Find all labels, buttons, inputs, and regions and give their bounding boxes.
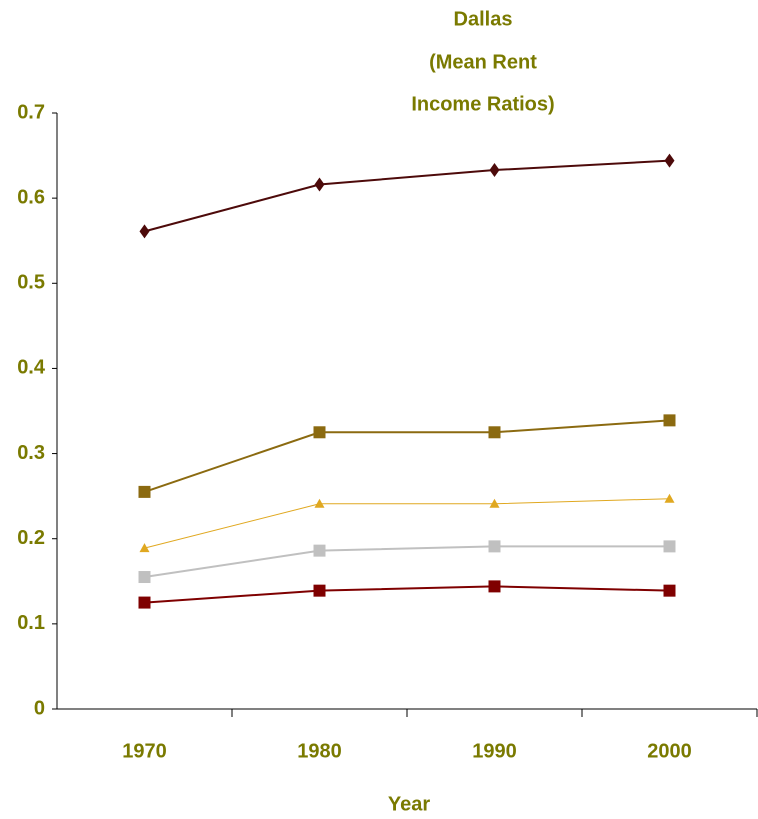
x-tick-label: 2000 (647, 740, 692, 762)
marker (489, 498, 500, 508)
marker (313, 426, 326, 439)
series-line (144, 585, 670, 604)
series-line (144, 498, 670, 549)
marker (313, 544, 326, 557)
series-line (144, 545, 670, 579)
chart-title: Income Ratios) (411, 93, 554, 115)
series-line (144, 419, 670, 493)
y-tick-label: 0 (34, 697, 45, 719)
marker (488, 426, 501, 439)
x-tick-label: 1980 (297, 740, 342, 762)
x-axis-label: Year (388, 793, 430, 815)
y-tick-label: 0.6 (17, 186, 45, 208)
marker (314, 177, 325, 192)
marker (664, 153, 675, 168)
marker (139, 224, 150, 239)
y-tick-label: 0.7 (17, 101, 45, 123)
x-tick-label: 1970 (122, 740, 167, 762)
marker (664, 493, 675, 503)
marker (663, 414, 676, 427)
marker (138, 571, 151, 584)
x-tick-label: 1990 (472, 740, 517, 762)
series-line (144, 159, 670, 233)
marker (663, 540, 676, 553)
marker (138, 485, 151, 498)
marker (663, 584, 676, 597)
marker (489, 163, 500, 178)
y-tick-label: 0.4 (17, 357, 46, 379)
y-tick-label: 0.3 (17, 442, 45, 464)
chart-title: Dallas (454, 8, 513, 30)
marker (488, 580, 501, 593)
y-tick-label: 0.5 (17, 272, 45, 294)
chart-title: (Mean Rent (429, 51, 537, 73)
marker (313, 584, 326, 597)
y-tick-label: 0.1 (17, 612, 45, 634)
marker (314, 498, 325, 508)
marker (139, 543, 150, 553)
marker (488, 540, 501, 553)
marker (138, 596, 151, 609)
y-tick-label: 0.2 (17, 527, 45, 549)
